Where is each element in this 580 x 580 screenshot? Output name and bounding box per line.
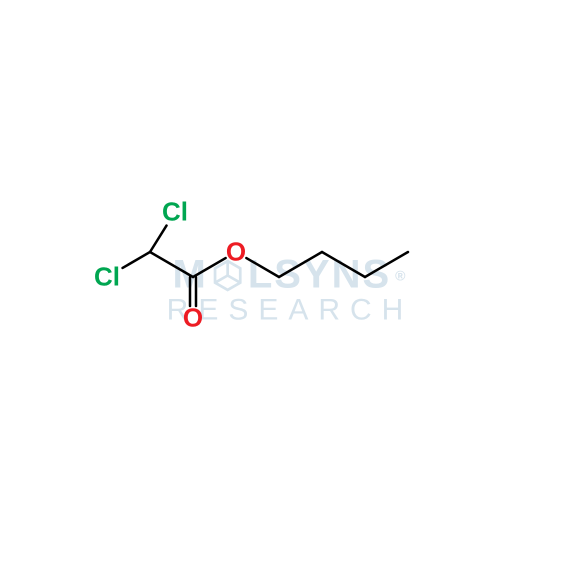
atom-cl2: Cl	[162, 197, 188, 228]
atom-o2: O	[226, 237, 246, 268]
atom-o1: O	[183, 303, 203, 334]
diagram-canvas: M LSYNS ® RESEARCH ClClOO	[0, 0, 580, 580]
molecule-structure	[0, 0, 580, 580]
atom-cl1: Cl	[94, 262, 120, 293]
